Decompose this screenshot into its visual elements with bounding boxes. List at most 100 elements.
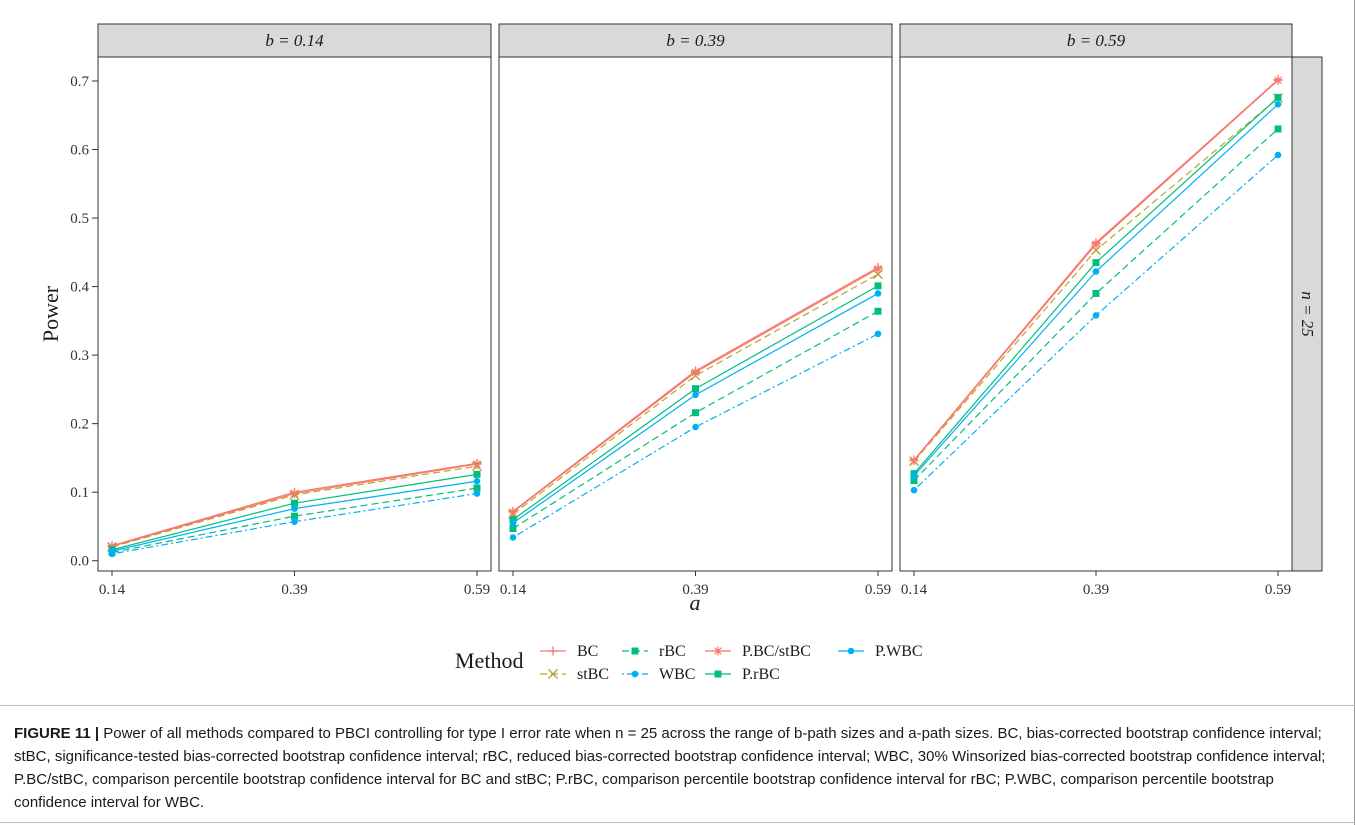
data-point-pbcstbc-p1-2 bbox=[290, 489, 299, 498]
facet-panel-border-2 bbox=[499, 57, 892, 571]
data-point-wbc-p2-1-shape bbox=[510, 534, 517, 541]
legend-key-marker-prbc bbox=[715, 671, 722, 678]
data-point-prbc-p2-3-shape bbox=[875, 282, 882, 289]
y-tick-label-4: 0.3 bbox=[70, 348, 89, 364]
data-point-wbc-p3-3-shape bbox=[1275, 152, 1282, 159]
data-point-rbc-p2-3 bbox=[875, 308, 882, 315]
data-point-pwbc-p1-3-shape bbox=[474, 478, 481, 485]
x-tick-label-p3-2: 0.39 bbox=[1083, 582, 1109, 598]
x-tick-label-p3-1: 0.14 bbox=[901, 582, 928, 598]
data-point-pbcstbc-p3-1 bbox=[910, 456, 919, 465]
x-axis-title: a bbox=[690, 590, 701, 615]
faceted-line-chart: b = 0.140.14 0.39 0.59b = 0.390.14 0.39 0.59… bbox=[0, 0, 1355, 700]
data-point-pwbc-p1-3 bbox=[474, 478, 481, 485]
data-point-wbc-p3-2-shape bbox=[1093, 312, 1100, 319]
data-point-pbcstbc-p2-1 bbox=[509, 508, 518, 517]
data-point-rbc-p2-2 bbox=[692, 409, 699, 416]
legend-title: Method bbox=[455, 648, 523, 673]
x-tick-label-p1-1: 0.14 bbox=[99, 582, 126, 598]
legend-key-marker-pbcstbc bbox=[714, 647, 723, 656]
data-point-pwbc-p1-2-shape bbox=[291, 505, 298, 512]
data-point-wbc-p2-1 bbox=[510, 534, 517, 541]
data-point-pwbc-p3-3-shape bbox=[1275, 101, 1282, 108]
facet-panel-3: b = 0.590.14 0.39 0.59 bbox=[900, 24, 1292, 598]
legend-key-marker-rbc-shape bbox=[632, 648, 639, 655]
legend-key-marker-prbc-shape bbox=[715, 671, 722, 678]
y-tick-label-5: 0.4 bbox=[70, 280, 89, 296]
page-bottom-rule bbox=[0, 822, 1355, 823]
facet-panel-1: b = 0.14 0.14 0.39 0.59 bbox=[98, 24, 491, 598]
facet-strip-label-1: b = 0.14 bbox=[265, 31, 324, 50]
data-point-prbc-p3-2-shape bbox=[1093, 259, 1100, 266]
data-point-pbcstbc-p2-2 bbox=[691, 368, 700, 377]
data-point-rbc-p2-2-shape bbox=[692, 409, 699, 416]
data-point-wbc-p3-2 bbox=[1093, 312, 1100, 319]
data-point-rbc-p3-2-shape bbox=[1093, 290, 1100, 297]
data-point-pwbc-p3-2-shape bbox=[1093, 268, 1100, 275]
data-point-pwbc-p2-1-shape bbox=[510, 520, 517, 527]
x-tick-label-p2-3: 0.59 bbox=[865, 582, 891, 598]
legend: Method BC stBC rBC WBC P.BC/stBC P.rBC P.WBC bbox=[455, 643, 923, 683]
data-point-pwbc-p2-3-shape bbox=[875, 290, 882, 297]
legend-label-wbc: WBC bbox=[659, 666, 695, 683]
facet-row-strip-label: n = 25 bbox=[1298, 291, 1317, 336]
y-tick-label-8: 0.7 bbox=[70, 74, 89, 90]
legend-key-marker-bc bbox=[549, 647, 558, 656]
data-point-prbc-p3-3 bbox=[1275, 94, 1282, 101]
facet-panel-2: b = 0.39 0.14 0.39 0.59 bbox=[499, 24, 892, 598]
data-point-pbcstbc-p1-3 bbox=[473, 460, 482, 469]
data-point-prbc-p3-2 bbox=[1093, 259, 1100, 266]
data-point-pwbc-p1-1 bbox=[109, 548, 116, 555]
data-point-wbc-p1-2-shape bbox=[291, 518, 298, 525]
data-point-rbc-p2-3-shape bbox=[875, 308, 882, 315]
data-point-pbcstbc-p3-3 bbox=[1274, 76, 1283, 85]
figure-caption-text: Power of all methods compared to PBCI co… bbox=[14, 725, 1325, 811]
legend-label-rbc: rBC bbox=[659, 643, 686, 660]
data-point-pwbc-p1-2 bbox=[291, 505, 298, 512]
x-tick-label-p3-3: 0.59 bbox=[1265, 582, 1291, 598]
data-point-pwbc-p3-3 bbox=[1275, 101, 1282, 108]
legend-label-bc: BC bbox=[577, 643, 598, 660]
y-axis-title: Power bbox=[38, 285, 63, 342]
y-tick-label-2: 0.1 bbox=[70, 485, 89, 501]
data-point-prbc-p1-3 bbox=[474, 471, 481, 478]
data-point-prbc-p2-2-shape bbox=[692, 385, 699, 392]
legend-key-marker-wbc-shape bbox=[632, 671, 639, 678]
data-point-pwbc-p1-1-shape bbox=[109, 548, 116, 555]
legend-label-pbcstbc: P.BC/stBC bbox=[742, 643, 811, 660]
legend-key-marker-pwbc bbox=[848, 648, 855, 655]
legend-label-prbc: P.rBC bbox=[742, 666, 780, 683]
data-point-wbc-p2-3 bbox=[875, 331, 882, 338]
legend-key-marker-pwbc-shape bbox=[848, 648, 855, 655]
data-point-pwbc-p2-1 bbox=[510, 520, 517, 527]
data-point-wbc-p1-3 bbox=[474, 490, 481, 497]
data-point-wbc-p2-3-shape bbox=[875, 331, 882, 338]
data-point-pwbc-p3-2 bbox=[1093, 268, 1100, 275]
data-point-prbc-p2-3 bbox=[875, 282, 882, 289]
data-point-pbcstbc-p2-3 bbox=[874, 264, 883, 273]
legend-key-marker-rbc bbox=[632, 648, 639, 655]
data-point-wbc-p3-1 bbox=[911, 487, 918, 494]
figure-caption-label: FIGURE 11 | bbox=[14, 725, 99, 742]
data-point-prbc-p3-3-shape bbox=[1275, 94, 1282, 101]
y-tick-label-7: 0.6 bbox=[70, 143, 89, 159]
data-point-pwbc-p2-2 bbox=[692, 392, 699, 399]
legend-label-pwbc: P.WBC bbox=[875, 643, 923, 660]
data-point-wbc-p1-3-shape bbox=[474, 490, 481, 497]
x-tick-label-p1-2: 0.39 bbox=[281, 582, 307, 598]
data-point-wbc-p3-3 bbox=[1275, 152, 1282, 159]
y-tick-label-1: 0.0 bbox=[70, 554, 89, 570]
figure-caption: FIGURE 11 | Power of all methods compare… bbox=[14, 722, 1349, 814]
data-point-wbc-p2-2-shape bbox=[692, 424, 699, 431]
data-point-pwbc-p3-1-shape bbox=[911, 472, 918, 479]
x-tick-label-p2-1: 0.14 bbox=[500, 582, 527, 598]
data-point-prbc-p1-3-shape bbox=[474, 471, 481, 478]
data-point-rbc-p3-2 bbox=[1093, 290, 1100, 297]
data-point-wbc-p3-1-shape bbox=[911, 487, 918, 494]
data-point-rbc-p3-3 bbox=[1275, 125, 1282, 132]
data-point-pwbc-p2-3 bbox=[875, 290, 882, 297]
y-tick-label-6: 0.5 bbox=[70, 211, 89, 227]
data-point-wbc-p2-2 bbox=[692, 424, 699, 431]
caption-divider bbox=[0, 705, 1355, 706]
